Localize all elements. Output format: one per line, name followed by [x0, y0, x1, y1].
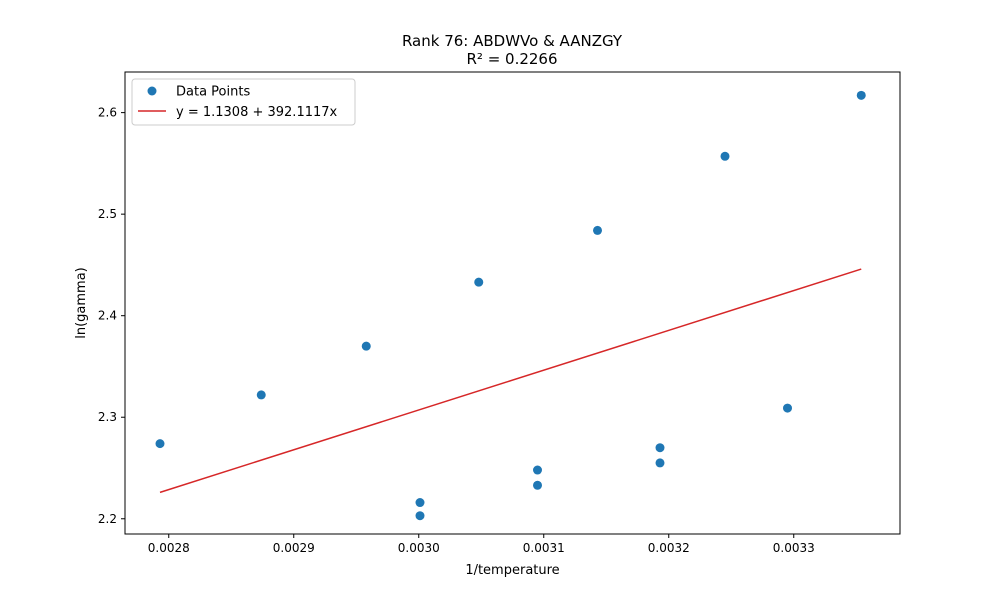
x-axis-label: 1/temperature	[465, 563, 559, 578]
x-tick-label: 0.0032	[648, 541, 690, 555]
y-tick-label: 2.3	[98, 410, 117, 424]
y-tick-label: 2.6	[98, 106, 117, 120]
y-axis-label: ln(gamma)	[74, 267, 89, 339]
legend: Data Points y = 1.1308 + 392.1117x	[131, 78, 356, 126]
data-point	[856, 90, 866, 100]
data-point	[415, 511, 425, 521]
x-tick-label: 0.0030	[398, 541, 440, 555]
chart-title: Rank 76: ABDWVo & AANZGY	[402, 32, 623, 50]
legend-label-fit-line: y = 1.1308 + 392.1117x	[176, 105, 338, 120]
legend-label-data-points: Data Points	[176, 85, 250, 100]
data-point	[533, 480, 542, 490]
x-tick-label: 0.0029	[273, 541, 315, 555]
plot-area	[155, 90, 866, 521]
data-point	[783, 403, 792, 413]
data-point	[655, 458, 665, 468]
data-point	[720, 151, 730, 161]
x-tick-label: 0.0031	[523, 541, 565, 555]
data-point	[415, 498, 425, 508]
data-point	[256, 390, 266, 400]
chart-subtitle: R² = 0.2266	[466, 50, 557, 68]
y-tick-label: 2.2	[98, 512, 117, 526]
legend-box	[131, 78, 356, 126]
plot-frame	[124, 71, 901, 535]
y-tick-label: 2.4	[98, 309, 117, 323]
legend-marker-data-points	[147, 86, 157, 96]
y-axis: 2.2 2.3 2.4 2.5 2.6	[98, 106, 125, 526]
data-point	[361, 341, 371, 351]
x-axis: 0.0028 0.0029 0.0030 0.0031 0.0032 0.0033	[148, 534, 815, 555]
data-point	[533, 465, 542, 475]
data-point	[474, 277, 484, 287]
y-tick-label: 2.5	[98, 207, 117, 221]
data-point	[155, 439, 165, 449]
regression-line	[159, 268, 862, 494]
x-tick-label: 0.0033	[773, 541, 815, 555]
data-point	[655, 443, 665, 453]
x-tick-label: 0.0028	[148, 541, 190, 555]
data-point	[593, 225, 602, 235]
